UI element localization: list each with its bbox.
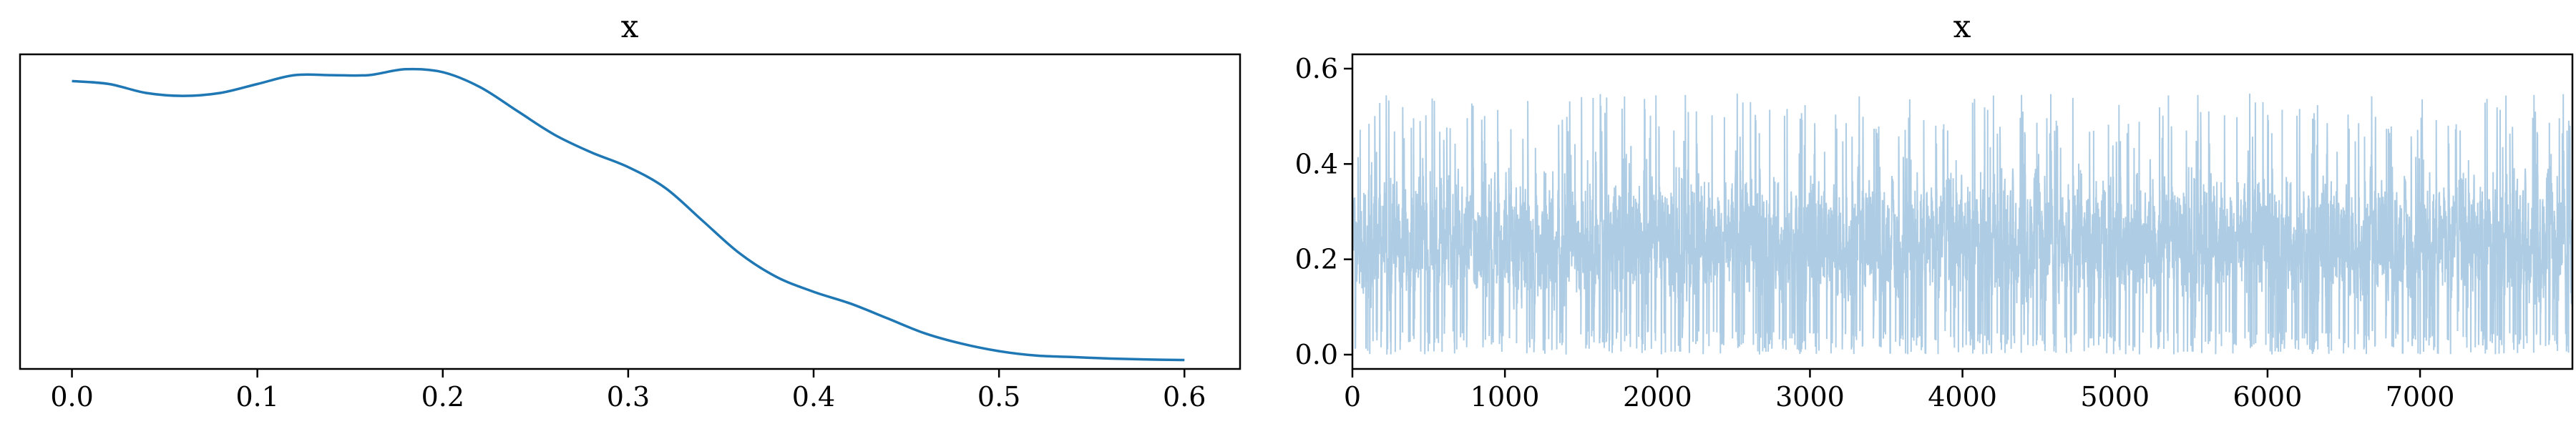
trace-x-tick-label: 2000 [1623, 381, 1692, 413]
trace-x-tick-label: 1000 [1470, 381, 1540, 413]
trace-y-tick-label: 0.0 [1295, 339, 1338, 370]
density-curve [72, 67, 1185, 362]
trace-y-tick-label: 0.6 [1295, 53, 1338, 84]
trace-line [1352, 93, 2573, 355]
density-x-tick-label: 0.2 [421, 381, 464, 413]
trace-series-group [1352, 93, 2573, 355]
trace-x-tick-label: 4000 [1928, 381, 1997, 413]
trace-x-tick-label: 0 [1344, 381, 1361, 413]
density-x-tick-label: 0.4 [792, 381, 835, 413]
density-plot: x 0.0 0.1 0.2 0.3 0.4 0.5 0.6 [19, 9, 1241, 413]
trace-x-tick-label: 5000 [2080, 381, 2150, 413]
density-x-tick-label: 0.3 [607, 381, 650, 413]
density-plot-title: x [621, 9, 639, 45]
density-x-tick-label: 0.5 [977, 381, 1020, 413]
density-plot-frame [19, 53, 1241, 370]
trace-plot-title: x [1953, 9, 1971, 45]
trace-x-axis: 0 1000 2000 3000 4000 5000 6000 7000 [1344, 369, 2455, 413]
density-x-tick-label: 0.6 [1163, 381, 1206, 413]
trace-y-tick-label: 0.4 [1295, 148, 1338, 179]
trace-plot: x 0 1000 2000 3000 4000 5000 6000 7000 0.00.20.… [1295, 9, 2574, 413]
trace-y-tick-label: 0.2 [1295, 244, 1338, 275]
density-series-group [72, 67, 1185, 362]
density-x-tick-label: 0.1 [235, 381, 278, 413]
trace-x-tick-label: 7000 [2386, 381, 2455, 413]
trace-y-axis: 0.0 0.2 0.4 0.6 [1295, 53, 1352, 370]
trace-x-tick-label: 3000 [1775, 381, 1845, 413]
density-x-axis: 0.0 0.1 0.2 0.3 0.4 0.5 0.6 [50, 369, 1206, 413]
density-x-tick-label: 0.0 [50, 381, 93, 413]
trace-x-tick-label: 6000 [2233, 381, 2303, 413]
